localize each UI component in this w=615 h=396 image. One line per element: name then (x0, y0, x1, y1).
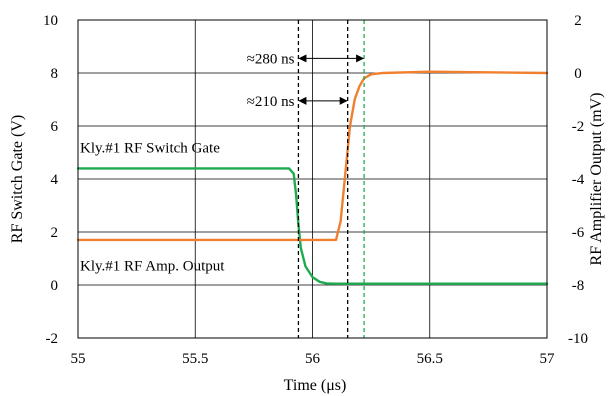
x-axis-label: Time (μs) (284, 377, 347, 394)
y-right-tick-label: -2 (572, 119, 585, 135)
series-line-rf-switch-gate (76, 167, 549, 285)
tick-labels: 55 55.5 56 56.5 57 -2 0 2 4 6 8 10 -10 -8 -6 -4 -2 0 2 (43, 13, 588, 367)
y-axis-left-label: RF Switch Gate (V) (9, 115, 26, 243)
y-right-tick-label: 0 (574, 66, 582, 82)
plot-frame (77, 19, 548, 339)
interval-label: ≈280 ns (247, 51, 295, 67)
y-left-tick-label: 0 (51, 278, 59, 294)
marker-lines (297, 20, 365, 338)
y-right-tick-label: -10 (568, 331, 588, 347)
x-tick-label: 55 (71, 351, 86, 367)
y-left-tick-label: 6 (51, 119, 59, 135)
y-left-tick-label: 4 (51, 172, 59, 188)
grid (78, 20, 547, 338)
y-right-tick-label: -6 (572, 225, 585, 241)
series-line-rf-amp-output (76, 70, 549, 242)
x-tick-label: 55.5 (182, 351, 208, 367)
y-left-tick-label: 10 (43, 13, 58, 29)
y-right-tick-label: -8 (572, 278, 585, 294)
x-tick-label: 56.5 (417, 351, 443, 367)
x-tick-label: 57 (540, 351, 556, 367)
y-left-tick-label: -2 (46, 331, 59, 347)
y-left-tick-label: 8 (51, 66, 59, 82)
y-axis-right-label: RF Amplifier Output (mV) (588, 93, 605, 266)
y-right-tick-label: -4 (572, 172, 585, 188)
y-right-tick-label: 2 (574, 13, 582, 29)
series-layer (76, 70, 549, 285)
series-label: Kly.#1 RF Switch Gate (80, 141, 220, 157)
interval-label: ≈210 ns (247, 94, 295, 110)
annotations: ≈280 ns ≈210 ns Kly.#1 RF Switch Gate Kly.#… (80, 51, 365, 274)
y-left-tick-label: 2 (51, 225, 59, 241)
series-label: Kly.#1 RF Amp. Output (80, 258, 225, 274)
x-tick-label: 56 (305, 351, 321, 367)
